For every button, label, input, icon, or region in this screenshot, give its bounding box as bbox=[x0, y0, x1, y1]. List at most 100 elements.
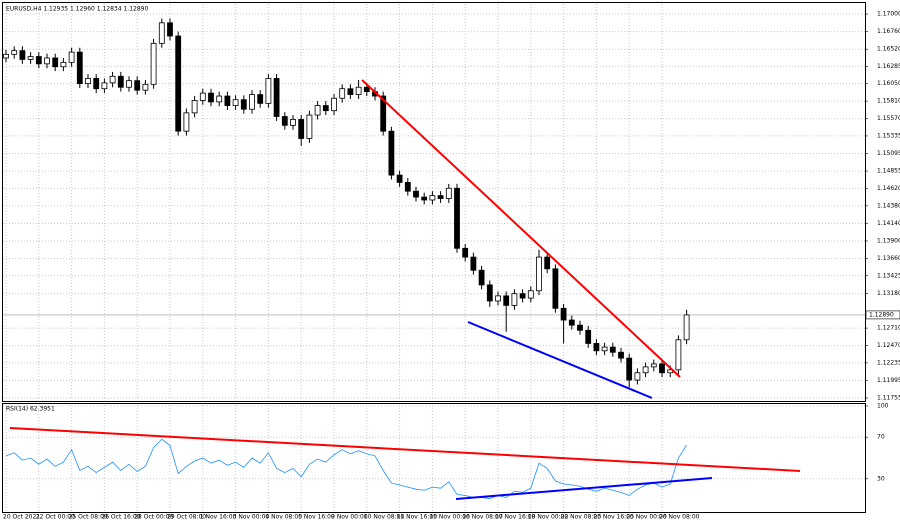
x-tick-label: 26 Nov 08:00 bbox=[659, 514, 700, 521]
candle-body bbox=[240, 99, 247, 110]
y-tick-label: 1.15570 bbox=[877, 115, 900, 122]
price-panel bbox=[2, 2, 866, 402]
candle-body bbox=[396, 174, 403, 183]
candle-body bbox=[85, 78, 91, 84]
candle-body bbox=[76, 51, 83, 84]
candle-body bbox=[134, 80, 141, 91]
candle-body bbox=[380, 95, 387, 132]
y-tick-label: 1.13180 bbox=[877, 290, 900, 297]
candle-body bbox=[683, 314, 690, 341]
x-tick-label: 28 Oct 00:00 bbox=[134, 514, 173, 521]
candle-body bbox=[117, 75, 124, 88]
candle-body bbox=[585, 329, 592, 344]
x-tick-label: 15 Nov 00:00 bbox=[429, 514, 470, 521]
candle-body bbox=[503, 295, 510, 306]
marks bbox=[3, 18, 690, 499]
y-tick-label: 1.11755 bbox=[877, 394, 900, 401]
candle-body bbox=[536, 256, 542, 292]
candle-body bbox=[495, 295, 501, 302]
candle-body bbox=[544, 256, 551, 270]
y-tick-label: 1.15335 bbox=[877, 132, 900, 139]
candle-body bbox=[44, 57, 50, 65]
candle-body bbox=[175, 35, 182, 132]
candle-body bbox=[437, 195, 444, 199]
candle-body bbox=[322, 105, 329, 112]
candle-body bbox=[290, 119, 296, 126]
candle-body bbox=[568, 319, 575, 326]
candle-body bbox=[634, 372, 641, 381]
candle-body bbox=[216, 95, 223, 103]
candle-body bbox=[642, 366, 649, 374]
candle-body bbox=[101, 82, 108, 90]
candle-body bbox=[421, 196, 428, 201]
candle-body bbox=[208, 92, 214, 103]
candle-body bbox=[609, 346, 616, 353]
x-tick-label: 16 Nov 08:00 bbox=[462, 514, 503, 521]
x-tick-label: 4 Nov 08:00 bbox=[265, 514, 302, 521]
candle-body bbox=[142, 83, 149, 91]
x-tick-label: 25 Oct 08:00 bbox=[69, 514, 108, 521]
candle-body bbox=[388, 130, 395, 176]
y-tick-label: 1.12235 bbox=[877, 359, 900, 366]
y-tick-label: 1.14380 bbox=[877, 202, 900, 209]
current-price-label: 1.12890 bbox=[869, 311, 894, 318]
candle-body bbox=[470, 256, 477, 271]
y-tick-label: 1.14620 bbox=[877, 185, 900, 192]
x-tick-label: 17 Nov 16:00 bbox=[495, 514, 536, 521]
y-tick-label: 100 bbox=[877, 403, 889, 410]
y-tick-label: 1.15810 bbox=[877, 98, 900, 105]
candle-body bbox=[199, 92, 206, 101]
candle-body bbox=[650, 363, 657, 368]
candle-body bbox=[265, 78, 272, 104]
rsi-resistance-trendline bbox=[9, 427, 801, 472]
candle-body bbox=[298, 119, 305, 139]
candle-body bbox=[60, 61, 67, 68]
candle-body bbox=[281, 116, 288, 126]
x-tick-label: 1 Nov 16:00 bbox=[200, 514, 237, 521]
candle-body bbox=[454, 187, 460, 249]
candle-body bbox=[19, 50, 26, 60]
candle-body bbox=[150, 42, 157, 85]
candle-body bbox=[232, 99, 239, 106]
candle-body bbox=[413, 190, 419, 198]
candle-body bbox=[404, 182, 411, 192]
candle-body bbox=[577, 324, 583, 331]
x-tick-label: 10 Nov 08:00 bbox=[364, 514, 405, 521]
candle-body bbox=[52, 57, 59, 68]
candle-body bbox=[339, 88, 346, 99]
y-tick-label: 1.16760 bbox=[877, 28, 900, 35]
candle-body bbox=[306, 114, 313, 139]
rsi-support-trendline bbox=[455, 477, 713, 500]
candle-body bbox=[445, 187, 452, 199]
candle-body bbox=[249, 94, 255, 110]
x-tick-label: 26 Oct 16:00 bbox=[101, 514, 140, 521]
candle-body bbox=[93, 78, 100, 90]
y-tick-label: 70 bbox=[877, 434, 885, 441]
current-price-box bbox=[865, 310, 900, 320]
candle-body bbox=[331, 97, 337, 112]
x-tick-label: 19 Nov 00:00 bbox=[528, 514, 569, 521]
x-tick-label: 25 Nov 00:00 bbox=[626, 514, 667, 521]
candle-body bbox=[35, 56, 42, 65]
x-tick-label: 23 Nov 16:00 bbox=[593, 514, 634, 521]
candle-body bbox=[429, 195, 436, 201]
y-tick-label: 1.17000 bbox=[877, 11, 900, 18]
x-tick-label: 5 Nov 16:00 bbox=[298, 514, 335, 521]
candle-body bbox=[560, 307, 567, 321]
chart-title: EURUSD,H4 1.12935 1.12960 1.12834 1.1289… bbox=[6, 6, 148, 13]
y-tick-label: 1.14140 bbox=[877, 220, 900, 227]
resistance-trendline bbox=[361, 79, 681, 378]
x-tick-label: 20 Oct 2021 bbox=[3, 514, 40, 521]
candle-body bbox=[158, 22, 165, 44]
y-tick-label: 1.14855 bbox=[877, 168, 900, 175]
candle-body bbox=[511, 293, 518, 306]
candle-body bbox=[552, 268, 559, 309]
y-tick-label: 1.16520 bbox=[877, 46, 900, 53]
support-trendline bbox=[467, 321, 653, 399]
candle-body bbox=[363, 86, 370, 93]
y-tick-label: 1.16050 bbox=[877, 80, 900, 87]
candle-body bbox=[27, 56, 34, 60]
x-tick-label: 22 Nov 08:00 bbox=[561, 514, 602, 521]
candle-body bbox=[618, 351, 624, 359]
